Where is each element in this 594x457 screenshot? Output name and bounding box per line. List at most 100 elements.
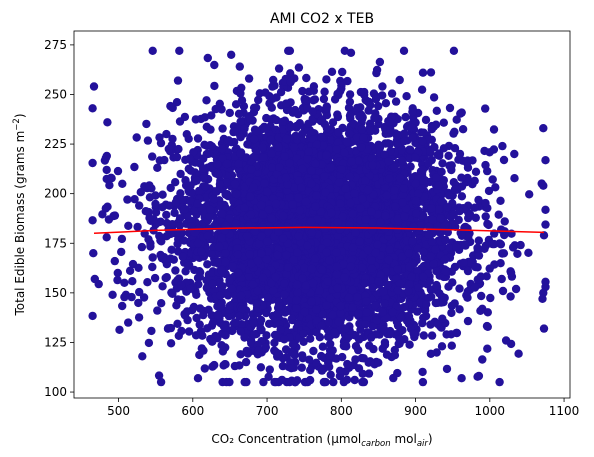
scatter-point	[243, 349, 253, 358]
scatter-point	[268, 82, 277, 91]
scatter-point	[539, 324, 549, 333]
scatter-point	[353, 103, 362, 113]
scatter-point	[156, 377, 166, 387]
scatter-point	[463, 316, 473, 326]
scatter-point	[200, 140, 209, 149]
scatter-point	[117, 234, 127, 244]
scatter-point	[456, 109, 465, 118]
scatter-point	[175, 117, 185, 126]
scatter-point	[225, 108, 234, 118]
scatter-point	[118, 301, 127, 311]
scatter-point	[227, 50, 236, 59]
scatter-point	[288, 340, 298, 349]
scatter-point	[168, 289, 177, 298]
scatter-point	[525, 190, 534, 199]
scatter-point	[262, 331, 271, 340]
scatter-point	[541, 205, 550, 214]
scatter-point	[305, 355, 314, 364]
scatter-point	[210, 81, 219, 91]
scatter-point	[180, 205, 189, 214]
scatter-point	[366, 101, 375, 110]
scatter-point	[345, 97, 355, 107]
scatter-point	[177, 326, 186, 336]
scatter-point	[426, 349, 436, 358]
scatter-point	[160, 155, 169, 165]
scatter-point	[134, 263, 143, 272]
scatter-point	[198, 331, 207, 340]
scatter-point	[192, 290, 201, 299]
scatter-point	[343, 359, 352, 369]
scatter-point	[488, 175, 497, 184]
scatter-point	[498, 286, 508, 296]
scatter-point	[455, 305, 464, 314]
scatter-point	[158, 190, 167, 199]
scatter-point	[440, 255, 450, 264]
scatter-point	[371, 301, 380, 310]
scatter-point	[240, 377, 249, 387]
scatter-point	[450, 144, 460, 153]
scatter-point	[302, 73, 311, 83]
scatter-point	[210, 60, 219, 70]
scatter-point	[335, 366, 345, 375]
scatter-point	[257, 325, 266, 335]
scatter-point	[132, 133, 141, 142]
scatter-point	[187, 222, 196, 231]
scatter-point	[250, 330, 259, 339]
scatter-point	[290, 350, 299, 360]
scatter-point	[200, 364, 209, 373]
scatter-point	[423, 259, 433, 269]
scatter-point	[541, 277, 550, 286]
scatter-point	[230, 127, 239, 136]
scatter-point	[452, 115, 461, 124]
scatter-point	[320, 87, 329, 96]
scatter-point	[135, 201, 144, 210]
scatter-point	[294, 63, 304, 72]
scatter-point	[192, 313, 201, 323]
scatter-point	[484, 186, 494, 196]
scatter-point	[499, 155, 509, 165]
scatter-point	[491, 183, 500, 192]
scatter-point	[88, 216, 97, 225]
scatter-point	[439, 118, 448, 127]
scatter-point	[435, 289, 444, 298]
scatter-point	[173, 319, 182, 328]
scatter-point	[481, 212, 490, 221]
scatter-point	[514, 349, 523, 358]
scatter-point	[174, 144, 183, 154]
scatter-point	[445, 103, 455, 113]
scatter-point	[382, 350, 392, 359]
scatter-point	[235, 311, 244, 321]
scatter-point	[389, 373, 398, 383]
scatter-point	[155, 231, 164, 241]
scatter-point	[172, 98, 182, 107]
scatter-point	[246, 192, 255, 201]
scatter-point	[324, 358, 333, 368]
scatter-point	[476, 306, 485, 315]
scatter-point	[137, 242, 147, 252]
scatter-point	[135, 287, 144, 297]
scatter-point	[386, 125, 395, 134]
scatter-point	[375, 57, 385, 67]
scatter-point	[247, 339, 256, 348]
scatter-point	[179, 236, 189, 245]
scatter-point	[136, 188, 145, 197]
scatter-point	[215, 257, 224, 267]
scatter-points	[88, 46, 550, 387]
scatter-point	[206, 125, 215, 134]
scatter-point	[264, 372, 273, 381]
scatter-point	[358, 377, 367, 387]
scatter-point	[162, 210, 171, 220]
scatter-point	[380, 340, 390, 349]
scatter-point	[421, 115, 431, 125]
scatter-point	[477, 291, 486, 301]
scatter-point	[171, 178, 180, 187]
scatter-point	[185, 181, 194, 190]
scatter-point	[241, 357, 251, 367]
scatter-point	[513, 249, 522, 258]
scatter-point	[444, 191, 454, 200]
scatter-point	[386, 147, 395, 156]
scatter-point	[322, 75, 331, 84]
scatter-point	[435, 149, 444, 158]
scatter-point	[285, 296, 294, 305]
scatter-point	[458, 125, 468, 134]
